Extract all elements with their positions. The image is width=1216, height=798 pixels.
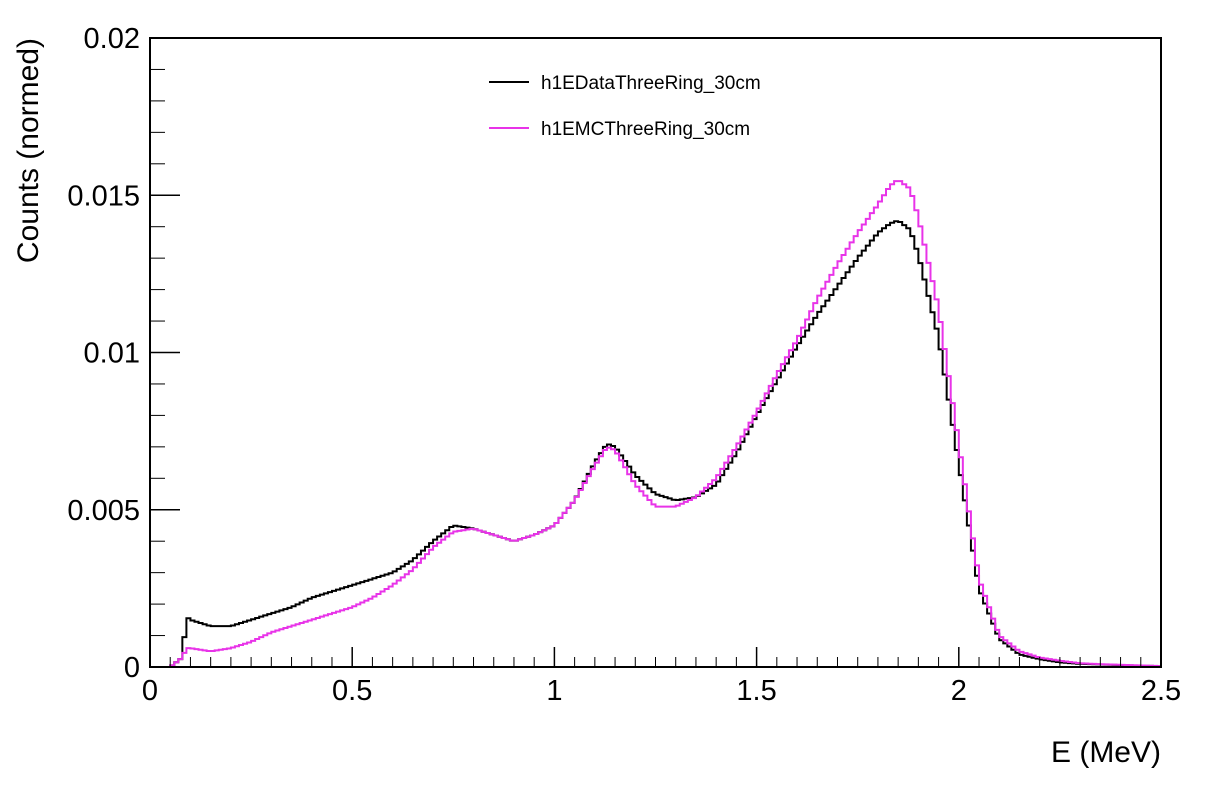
series-layer [150, 180, 1161, 668]
y-axis-title: Counts (normed) [12, 38, 45, 263]
y-tick-label: 0.02 [84, 23, 140, 55]
ticks-layer: 0 0.5 1 1.5 2 2.5 0 0.005 0.01 0.015 0.02 [67, 23, 1181, 707]
series-mc-line [150, 180, 1161, 668]
x-tick-label: 1.5 [736, 675, 776, 707]
x-tick-label: 2.5 [1141, 675, 1181, 707]
legend-label-data: h1EDataThreeRing_30cm [541, 73, 761, 94]
y-tick-label: 0.005 [67, 495, 140, 527]
x-tick-label: 0 [142, 675, 158, 707]
legend-label-mc: h1EMCThreeRing_30cm [541, 119, 750, 140]
x-tick-label: 2 [951, 675, 967, 707]
y-tick-label: 0 [124, 652, 140, 684]
y-tick-label: 0.015 [67, 180, 140, 212]
y-tick-label: 0.01 [84, 338, 140, 370]
x-axis-title: E (MeV) [1051, 736, 1161, 769]
x-tick-label: 0.5 [332, 675, 372, 707]
legend: h1EDataThreeRing_30cm h1EMCThreeRing_30c… [489, 73, 761, 140]
x-tick-label: 1 [546, 675, 562, 707]
